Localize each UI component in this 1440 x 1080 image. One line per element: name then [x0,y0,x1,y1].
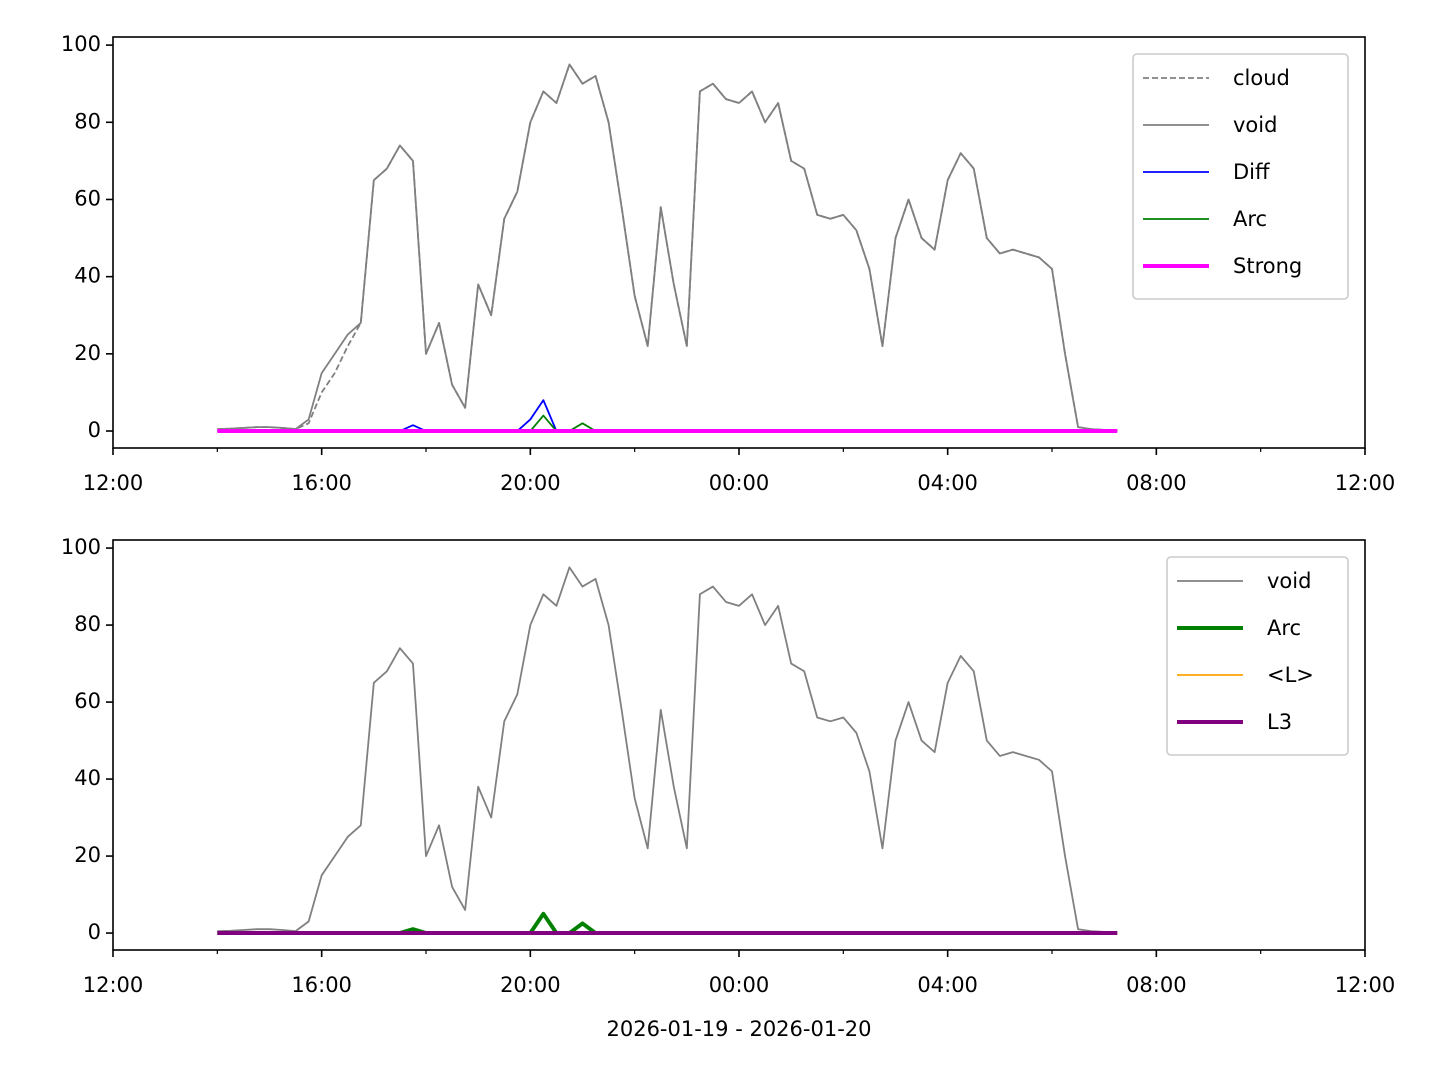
y-tick-label: 60 [74,186,101,210]
y-tick-label: 100 [61,32,101,56]
x-tick-label: 04:00 [917,471,978,495]
x-tick-label: 00:00 [709,973,770,997]
subplot: 0 20 40 60 80 100 12:00 16:00 20:00 00:00 04:00 08:… [61,32,1395,495]
legend: cloud void Diff Arc Strong [1132,53,1349,300]
subplot: 0 20 40 60 80 100 12:00 16:00 20:00 00:00 04:00 08:… [61,535,1395,1041]
x-tick-label: 04:00 [917,973,978,997]
x-tick-label: 00:00 [709,471,770,495]
x-tick-label: 08:00 [1126,973,1187,997]
legend-label: Arc [1267,616,1301,640]
y-tick-label: 40 [74,766,101,790]
x-tick-label: 12:00 [83,471,144,495]
legend-label: Arc [1233,207,1267,231]
series-line [217,414,1118,432]
x-tick-label: 12:00 [1335,471,1396,495]
series-line [217,566,1118,933]
legend: void Arc <L> L3 [1166,556,1349,756]
x-tick-label: 20:00 [500,471,561,495]
series-line [217,63,1118,431]
legend-label: Strong [1233,254,1302,278]
y-tick-label: 0 [88,418,101,442]
legend-frame [1132,53,1349,300]
x-tick-label: 20:00 [500,973,561,997]
series-line [217,911,1118,936]
legend-label: void [1267,569,1311,593]
y-tick-label: 80 [74,109,101,133]
y-tick-label: 20 [74,341,101,365]
y-tick-label: 60 [74,689,101,713]
legend-label: Diff [1233,160,1270,184]
x-tick-label: 08:00 [1126,471,1187,495]
x-tick-label: 12:00 [83,973,144,997]
x-tick-label: 16:00 [291,973,352,997]
legend-label: cloud [1233,66,1290,90]
y-tick-label: 40 [74,264,101,288]
y-tick-label: 80 [74,612,101,636]
x-tick-label: 12:00 [1335,973,1396,997]
legend-label: <L> [1267,663,1314,687]
legend-label: void [1233,113,1277,137]
y-tick-label: 100 [61,535,101,559]
x-axis-label: 2026-01-19 - 2026-01-20 [606,1017,871,1041]
legend-frame [1166,556,1349,756]
legend-label: L3 [1267,710,1292,734]
y-tick-label: 20 [74,843,101,867]
series-line [217,399,1118,432]
x-tick-label: 16:00 [291,471,352,495]
y-tick-label: 0 [88,920,101,944]
